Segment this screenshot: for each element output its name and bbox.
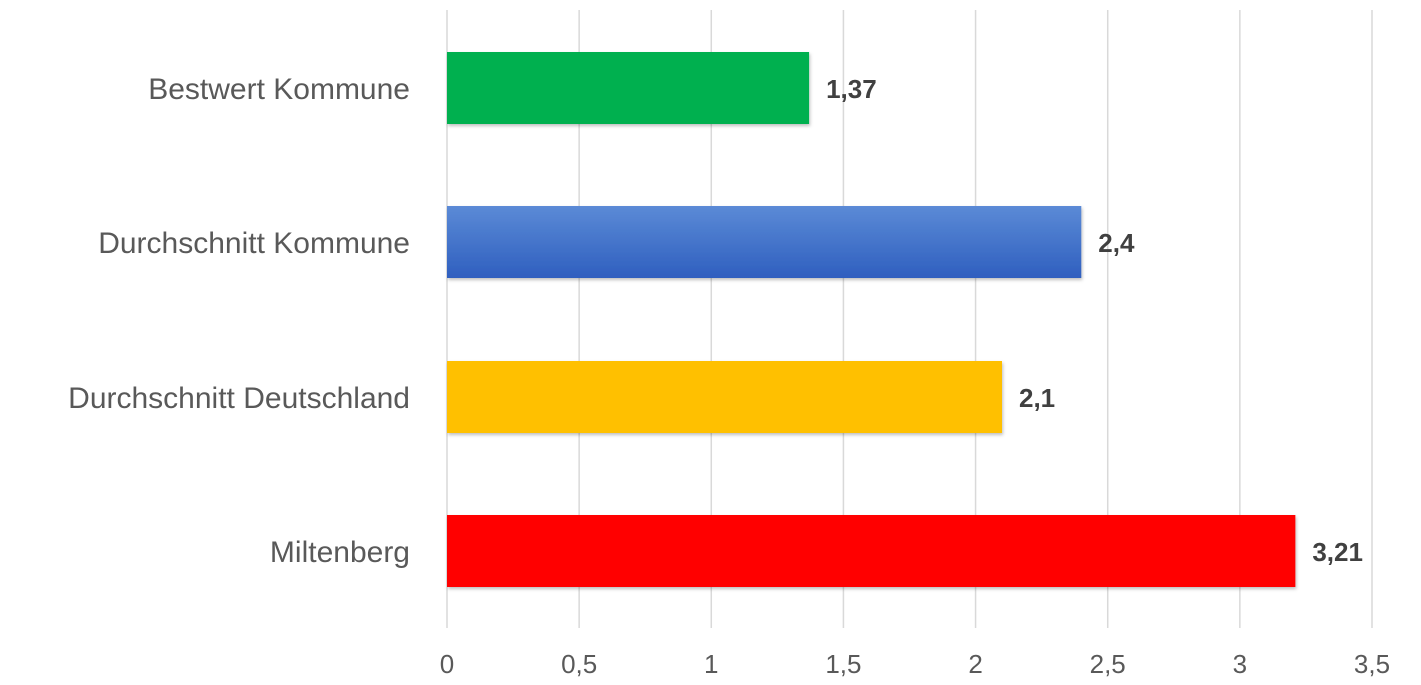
bar (447, 206, 1082, 278)
category-label: Bestwert Kommune (148, 73, 410, 106)
x-tick-label: 1 (704, 649, 718, 679)
x-tick-label: 3 (1233, 649, 1247, 679)
bar (447, 52, 810, 124)
x-tick-label: 2 (968, 649, 982, 679)
x-tick-label: 0 (440, 649, 454, 679)
category-label: Durchschnitt Kommune (98, 227, 410, 260)
category-label: Durchschnitt Deutschland (68, 382, 410, 415)
data-label: 2,4 (1098, 228, 1135, 258)
x-tick-label: 3,5 (1354, 649, 1390, 679)
data-label: 2,1 (1019, 383, 1055, 413)
bar (447, 361, 1002, 433)
labels: 0 0,5 1 1,5 2 2,5 3 3,5 Bestwert Kommune 1,37 Durc… (68, 73, 1390, 679)
data-label: 1,37 (826, 74, 877, 104)
x-tick-label: 2,5 (1090, 649, 1126, 679)
bar (447, 515, 1296, 587)
category-label: Miltenberg (270, 536, 410, 569)
bars (447, 52, 1296, 587)
x-tick-label: 1,5 (825, 649, 861, 679)
x-tick-label: 0,5 (561, 649, 597, 679)
data-label: 3,21 (1312, 537, 1363, 567)
